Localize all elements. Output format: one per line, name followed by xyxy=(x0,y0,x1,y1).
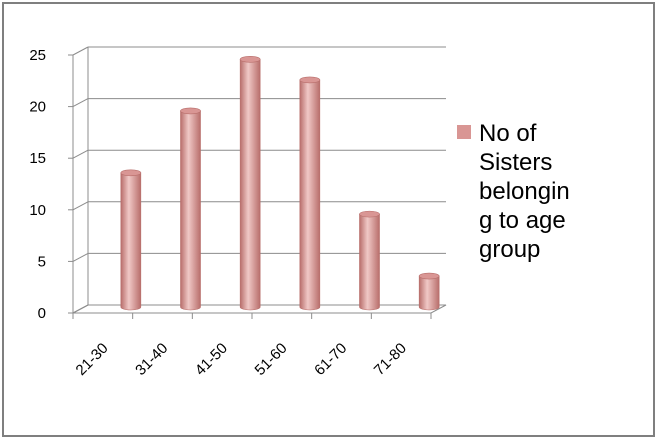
gridline-side xyxy=(72,98,89,108)
legend-line: g to age xyxy=(479,207,566,234)
gridline-side xyxy=(72,201,89,211)
y-tick-label: 0 xyxy=(38,305,46,322)
legend-swatch xyxy=(457,125,471,139)
bar xyxy=(180,107,201,311)
bar-body xyxy=(418,275,440,311)
legend-label: No of Sisters belongin g to age group xyxy=(479,120,570,263)
bar xyxy=(120,169,142,311)
bar-top xyxy=(359,210,380,218)
bar xyxy=(239,56,261,311)
legend-line: Sisters xyxy=(479,149,552,176)
x-tick-label: 31-40 xyxy=(132,340,171,379)
legend-line: group xyxy=(479,236,540,263)
legend-line: belongin xyxy=(479,178,570,205)
y-tick-label: 25 xyxy=(29,47,46,64)
gridline-side xyxy=(72,46,89,56)
y-tick-label: 10 xyxy=(29,202,46,219)
legend-line: No of xyxy=(479,120,537,147)
bar-top xyxy=(120,169,142,177)
bar xyxy=(359,210,380,311)
bar-top xyxy=(299,76,321,84)
bar-body xyxy=(120,172,142,311)
bar-top xyxy=(180,107,201,115)
x-tick-label: 21-30 xyxy=(73,340,112,379)
bar xyxy=(418,272,440,311)
y-tick-label: 15 xyxy=(29,150,46,167)
bar-body xyxy=(180,110,201,311)
y-tick-label: 5 xyxy=(38,253,46,270)
bar-top xyxy=(239,56,261,63)
gridline-side xyxy=(72,149,89,159)
bar xyxy=(299,76,321,311)
x-tick-label: 61-70 xyxy=(311,340,350,379)
bar-top xyxy=(418,272,440,280)
bar-body xyxy=(239,59,261,311)
y-tick-label: 20 xyxy=(29,99,46,116)
bar-body xyxy=(359,213,380,311)
bar-body xyxy=(299,79,321,311)
gridline-side xyxy=(72,252,89,262)
x-tick-label: 71-80 xyxy=(371,340,410,379)
legend: No of Sisters belongin g to age group xyxy=(457,120,570,263)
x-tick-label: 51-60 xyxy=(252,340,291,379)
x-tick-label: 41-50 xyxy=(192,340,231,379)
